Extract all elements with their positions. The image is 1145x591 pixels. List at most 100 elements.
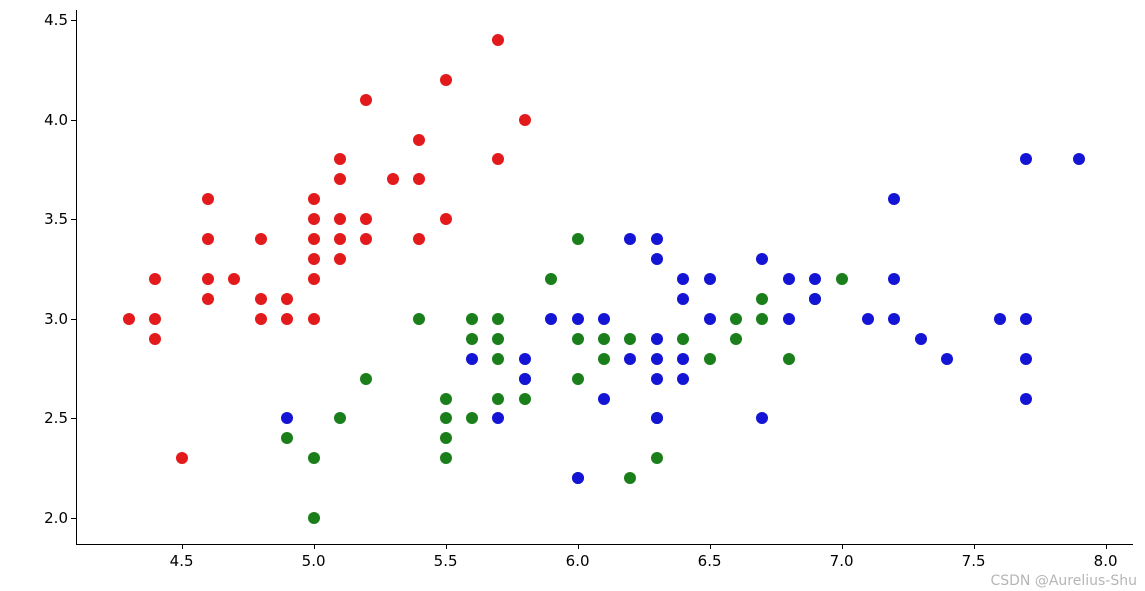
blue-marker xyxy=(572,472,584,484)
x-tick-label: 6.5 xyxy=(698,552,722,570)
blue-marker xyxy=(809,273,821,285)
green-marker xyxy=(783,353,795,365)
blue-marker xyxy=(704,313,716,325)
x-tick-label: 5.0 xyxy=(302,552,326,570)
red-marker xyxy=(519,114,531,126)
green-marker xyxy=(466,412,478,424)
green-marker xyxy=(466,313,478,325)
green-marker xyxy=(756,293,768,305)
green-marker xyxy=(334,412,346,424)
green-marker xyxy=(730,333,742,345)
blue-marker xyxy=(624,233,636,245)
green-marker xyxy=(545,273,557,285)
blue-marker xyxy=(677,273,689,285)
x-tick xyxy=(182,544,183,549)
red-marker xyxy=(440,74,452,86)
red-marker xyxy=(360,213,372,225)
blue-marker xyxy=(915,333,927,345)
red-marker xyxy=(308,273,320,285)
red-marker xyxy=(334,233,346,245)
blue-marker xyxy=(888,193,900,205)
y-tick xyxy=(71,319,76,320)
green-marker xyxy=(572,333,584,345)
green-marker xyxy=(492,333,504,345)
blue-marker xyxy=(1073,153,1085,165)
green-marker xyxy=(492,313,504,325)
red-marker xyxy=(308,233,320,245)
blue-marker xyxy=(756,412,768,424)
red-marker xyxy=(228,273,240,285)
blue-marker xyxy=(598,313,610,325)
green-marker xyxy=(651,452,663,464)
green-marker xyxy=(360,373,372,385)
y-tick xyxy=(71,518,76,519)
red-marker xyxy=(334,153,346,165)
x-tick-label: 6.0 xyxy=(566,552,590,570)
y-tick-label: 3.5 xyxy=(44,210,68,228)
green-marker xyxy=(440,432,452,444)
red-marker xyxy=(492,34,504,46)
green-marker xyxy=(598,353,610,365)
blue-marker xyxy=(888,273,900,285)
green-marker xyxy=(624,472,636,484)
green-marker xyxy=(492,353,504,365)
red-marker xyxy=(387,173,399,185)
green-marker xyxy=(572,373,584,385)
y-tick-label: 2.0 xyxy=(44,509,68,527)
x-tick xyxy=(578,544,579,549)
green-marker xyxy=(572,233,584,245)
blue-marker xyxy=(704,273,716,285)
green-marker xyxy=(730,313,742,325)
green-marker xyxy=(440,412,452,424)
blue-marker xyxy=(677,373,689,385)
green-marker xyxy=(308,512,320,524)
y-tick xyxy=(71,418,76,419)
red-marker xyxy=(334,173,346,185)
blue-marker xyxy=(651,233,663,245)
blue-marker xyxy=(651,373,663,385)
green-marker xyxy=(519,393,531,405)
blue-marker xyxy=(492,412,504,424)
x-tick xyxy=(974,544,975,549)
blue-marker xyxy=(624,353,636,365)
red-marker xyxy=(202,193,214,205)
blue-marker xyxy=(598,393,610,405)
x-tick-label: 7.0 xyxy=(830,552,854,570)
blue-marker xyxy=(545,313,557,325)
blue-marker xyxy=(809,293,821,305)
red-marker xyxy=(149,333,161,345)
red-marker xyxy=(149,273,161,285)
green-marker xyxy=(440,393,452,405)
y-tick xyxy=(71,219,76,220)
green-marker xyxy=(836,273,848,285)
scatter-chart: CSDN @Aurelius-Shu 4.55.05.56.06.57.07.5… xyxy=(0,0,1145,591)
y-tick-label: 2.5 xyxy=(44,409,68,427)
green-marker xyxy=(413,313,425,325)
red-marker xyxy=(308,253,320,265)
blue-marker xyxy=(651,253,663,265)
red-marker xyxy=(308,193,320,205)
blue-marker xyxy=(941,353,953,365)
green-marker xyxy=(756,313,768,325)
red-marker xyxy=(281,313,293,325)
x-tick-label: 5.5 xyxy=(434,552,458,570)
x-tick xyxy=(446,544,447,549)
x-tick xyxy=(710,544,711,549)
blue-marker xyxy=(1020,153,1032,165)
red-marker xyxy=(360,233,372,245)
blue-marker xyxy=(519,353,531,365)
red-marker xyxy=(255,293,267,305)
blue-marker xyxy=(281,412,293,424)
y-tick-label: 4.5 xyxy=(44,11,68,29)
red-marker xyxy=(492,153,504,165)
blue-marker xyxy=(1020,393,1032,405)
green-marker xyxy=(466,333,478,345)
red-marker xyxy=(413,134,425,146)
x-tick-label: 4.5 xyxy=(170,552,194,570)
blue-marker xyxy=(677,353,689,365)
green-marker xyxy=(440,452,452,464)
x-tick-label: 8.0 xyxy=(1094,552,1118,570)
watermark-text: CSDN @Aurelius-Shu xyxy=(990,573,1137,589)
red-marker xyxy=(123,313,135,325)
y-tick-label: 3.0 xyxy=(44,310,68,328)
